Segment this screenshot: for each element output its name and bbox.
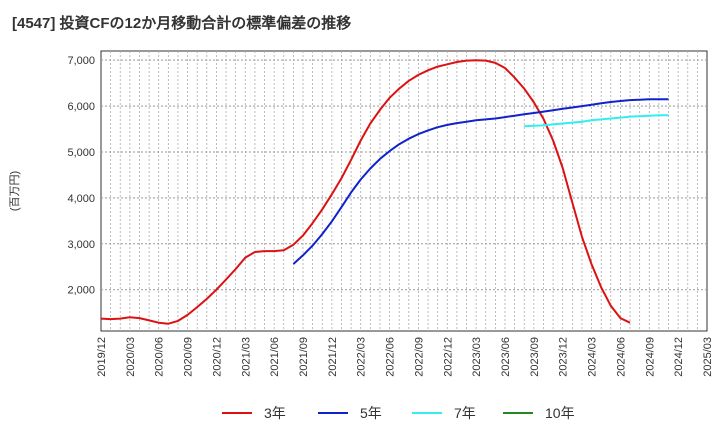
x-tick-label: 2024/03 <box>587 337 599 377</box>
plot-area <box>100 50 708 332</box>
y-tick-label: 7,000 <box>67 55 95 67</box>
y-tick-label: 3,000 <box>67 239 95 251</box>
x-tick-label: 2023/03 <box>471 337 483 377</box>
legend-label: 7年 <box>454 405 476 421</box>
x-tick-label: 2020/06 <box>154 337 166 377</box>
x-tick-label: 2023/06 <box>500 337 512 377</box>
x-tick-label: 2024/06 <box>615 337 627 377</box>
x-tick-label: 2020/09 <box>183 337 195 377</box>
x-tick-label: 2021/12 <box>327 337 339 377</box>
y-tick-label: 5,000 <box>67 147 95 159</box>
chart-title: [4547] 投資CFの12か月移動合計の標準偏差の推移 <box>12 15 352 32</box>
x-tick-label: 2022/03 <box>356 337 368 377</box>
legend-label: 10年 <box>545 405 575 421</box>
x-tick-label: 2023/12 <box>558 337 570 377</box>
series-line-1 <box>100 59 631 325</box>
legend-label: 3年 <box>264 405 286 421</box>
x-tick-label: 2024/09 <box>644 337 656 377</box>
x-tick-label: 2020/03 <box>125 337 137 377</box>
y-tick-label: 6,000 <box>67 101 95 113</box>
x-tick-label: 2022/06 <box>385 337 397 377</box>
x-tick-label: 2022/12 <box>442 337 454 377</box>
x-tick-label: 2021/06 <box>269 337 281 377</box>
y-tick-label: 2,000 <box>67 285 95 297</box>
series-line-2 <box>292 98 669 265</box>
x-tick-label: 2025/03 <box>702 337 714 377</box>
x-tick-label: 2020/12 <box>211 337 223 377</box>
y-tick-label: 4,000 <box>67 193 95 205</box>
y-axis-label: (百万円) <box>9 171 21 211</box>
x-tick-label: 2022/09 <box>413 337 425 377</box>
x-tick-label: 2021/03 <box>240 337 252 377</box>
x-tick-label: 2019/12 <box>96 337 108 377</box>
legend-label: 5年 <box>360 405 382 421</box>
x-tick-label: 2023/09 <box>529 337 541 377</box>
x-tick-label: 2024/12 <box>673 337 685 377</box>
series-line-3 <box>524 114 669 128</box>
x-tick-label: 2021/09 <box>298 337 310 377</box>
